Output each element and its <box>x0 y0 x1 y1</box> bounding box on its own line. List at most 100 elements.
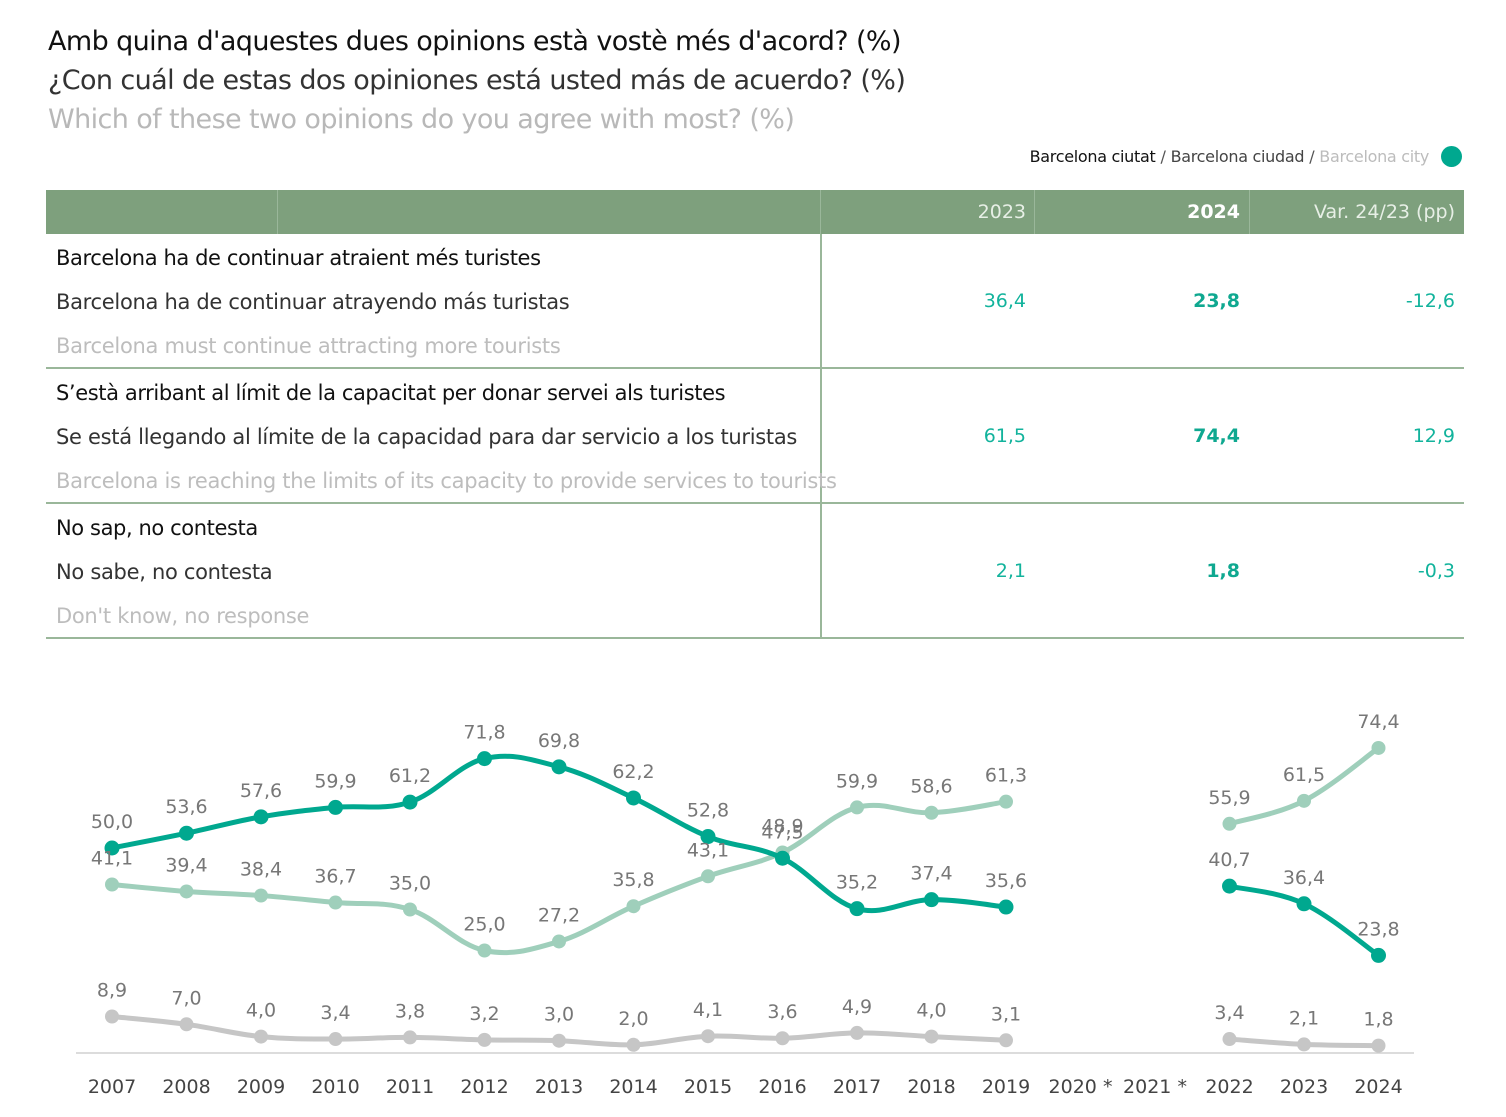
x-tick-label: 2018 <box>907 1076 955 1098</box>
row-label-catalan: Barcelona ha de continuar atraient més t… <box>56 246 541 270</box>
data-point <box>1371 740 1386 755</box>
data-point <box>775 850 790 866</box>
x-tick-label: 2016 <box>758 1076 806 1098</box>
data-label: 43,1 <box>687 839 729 861</box>
data-point <box>999 1033 1013 1048</box>
data-point <box>104 840 120 856</box>
data-label: 3,0 <box>544 1004 574 1026</box>
x-tick-label: 2015 <box>684 1076 732 1098</box>
data-point <box>626 899 641 914</box>
data-point <box>850 800 864 815</box>
data-label: 39,4 <box>165 854 207 876</box>
data-label: 35,8 <box>612 869 654 891</box>
title-english: Which of these two opinions do you agree… <box>48 104 795 135</box>
data-label: 71,8 <box>463 722 505 744</box>
data-point <box>924 805 939 820</box>
x-tick-label: 2020 * <box>1049 1076 1113 1098</box>
row-label-catalan: No sap, no contesta <box>56 516 258 540</box>
data-label: 48,9 <box>761 816 803 838</box>
x-tick-label: 2017 <box>833 1076 881 1098</box>
data-label: 61,2 <box>389 765 431 787</box>
header-2023: 2023 <box>977 201 1026 223</box>
data-point <box>775 1031 790 1046</box>
title-catalan: Amb quina d'aquestes dues opinions està … <box>48 26 902 57</box>
row-label-english: Barcelona is reaching the limits of its … <box>56 469 837 493</box>
series-line <box>1227 745 1381 827</box>
data-point <box>179 1017 194 1032</box>
data-point <box>477 1032 492 1047</box>
row-divider <box>820 234 822 369</box>
data-label: 36,4 <box>1283 867 1325 889</box>
data-label: 3,8 <box>395 1000 425 1022</box>
data-point <box>701 869 715 884</box>
data-point <box>105 877 119 892</box>
data-point <box>999 794 1013 809</box>
x-tick-label: 2010 <box>311 1076 359 1098</box>
data-point <box>1371 1038 1386 1053</box>
x-tick-label: 2024 <box>1354 1076 1402 1098</box>
data-label: 4,1 <box>693 999 723 1021</box>
data-label: 62,2 <box>612 761 654 783</box>
data-label: 59,9 <box>836 770 878 792</box>
data-point <box>626 1037 641 1052</box>
data-label: 3,1 <box>991 1003 1021 1025</box>
legend: Barcelona ciutat / Barcelona ciudad / Ba… <box>1030 146 1462 167</box>
data-label: 35,2 <box>836 872 878 894</box>
data-label: 58,6 <box>910 776 952 798</box>
x-tick-label: 2023 <box>1280 1076 1328 1098</box>
row-divider <box>820 369 822 504</box>
data-point <box>1222 1032 1237 1047</box>
row-label-english: Don't know, no response <box>56 604 310 628</box>
data-point <box>402 794 418 810</box>
x-tick-label: 2012 <box>460 1076 508 1098</box>
data-point <box>626 790 641 806</box>
data-point <box>1297 793 1311 808</box>
header-variation: Var. 24/23 (pp) <box>1313 201 1455 223</box>
data-point <box>552 1033 566 1048</box>
header-divider <box>1034 190 1035 234</box>
data-point <box>850 1025 864 1040</box>
data-label: 27,2 <box>538 904 580 926</box>
x-tick-label: 2009 <box>237 1076 285 1098</box>
data-point <box>254 888 268 903</box>
header-divider <box>1249 190 1250 234</box>
data-label: 25,0 <box>463 914 505 936</box>
data-point <box>701 1029 715 1044</box>
data-label: 2,1 <box>1289 1007 1319 1029</box>
value-variation: -12,6 <box>1405 290 1455 312</box>
data-point <box>253 809 269 825</box>
value-variation: 12,9 <box>1412 425 1455 447</box>
data-label: 8,9 <box>97 980 127 1002</box>
data-label: 50,0 <box>91 811 133 833</box>
data-label: 35,6 <box>985 870 1027 892</box>
x-tick-label: 2019 <box>982 1076 1030 1098</box>
data-point <box>328 895 343 910</box>
x-tick-label: 2011 <box>386 1076 434 1098</box>
title-spanish: ¿Con cuál de estas dos opiniones está us… <box>48 65 906 96</box>
data-label: 52,8 <box>687 800 729 822</box>
data-point <box>552 934 566 949</box>
data-point <box>849 901 865 917</box>
data-point <box>924 892 939 908</box>
data-point <box>1222 816 1237 831</box>
x-tick-label: 2021 * <box>1123 1076 1187 1098</box>
data-label: 57,6 <box>240 780 282 802</box>
x-tick-label: 2014 <box>609 1076 657 1098</box>
data-label: 4,0 <box>246 1000 276 1022</box>
row-label-english: Barcelona must continue attracting more … <box>56 334 561 358</box>
data-label: 23,8 <box>1357 918 1399 940</box>
data-label: 4,9 <box>842 996 872 1018</box>
data-label: 1,8 <box>1363 1009 1393 1031</box>
data-point <box>1297 1037 1311 1052</box>
legend-separator: / <box>1309 147 1315 166</box>
data-label: 3,4 <box>320 1002 350 1024</box>
data-label: 7,0 <box>171 987 201 1009</box>
data-label: 55,9 <box>1208 787 1250 809</box>
row-label-catalan: S’està arribant al límit de la capacitat… <box>56 381 726 405</box>
legend-separator: / <box>1160 147 1166 166</box>
row-label-spanish: No sabe, no contesta <box>56 560 273 584</box>
data-point <box>403 902 417 917</box>
table-header: 2023 2024 Var. 24/23 (pp) <box>46 190 1464 234</box>
value-2023: 36,4 <box>983 290 1026 312</box>
value-2023: 61,5 <box>983 425 1026 447</box>
